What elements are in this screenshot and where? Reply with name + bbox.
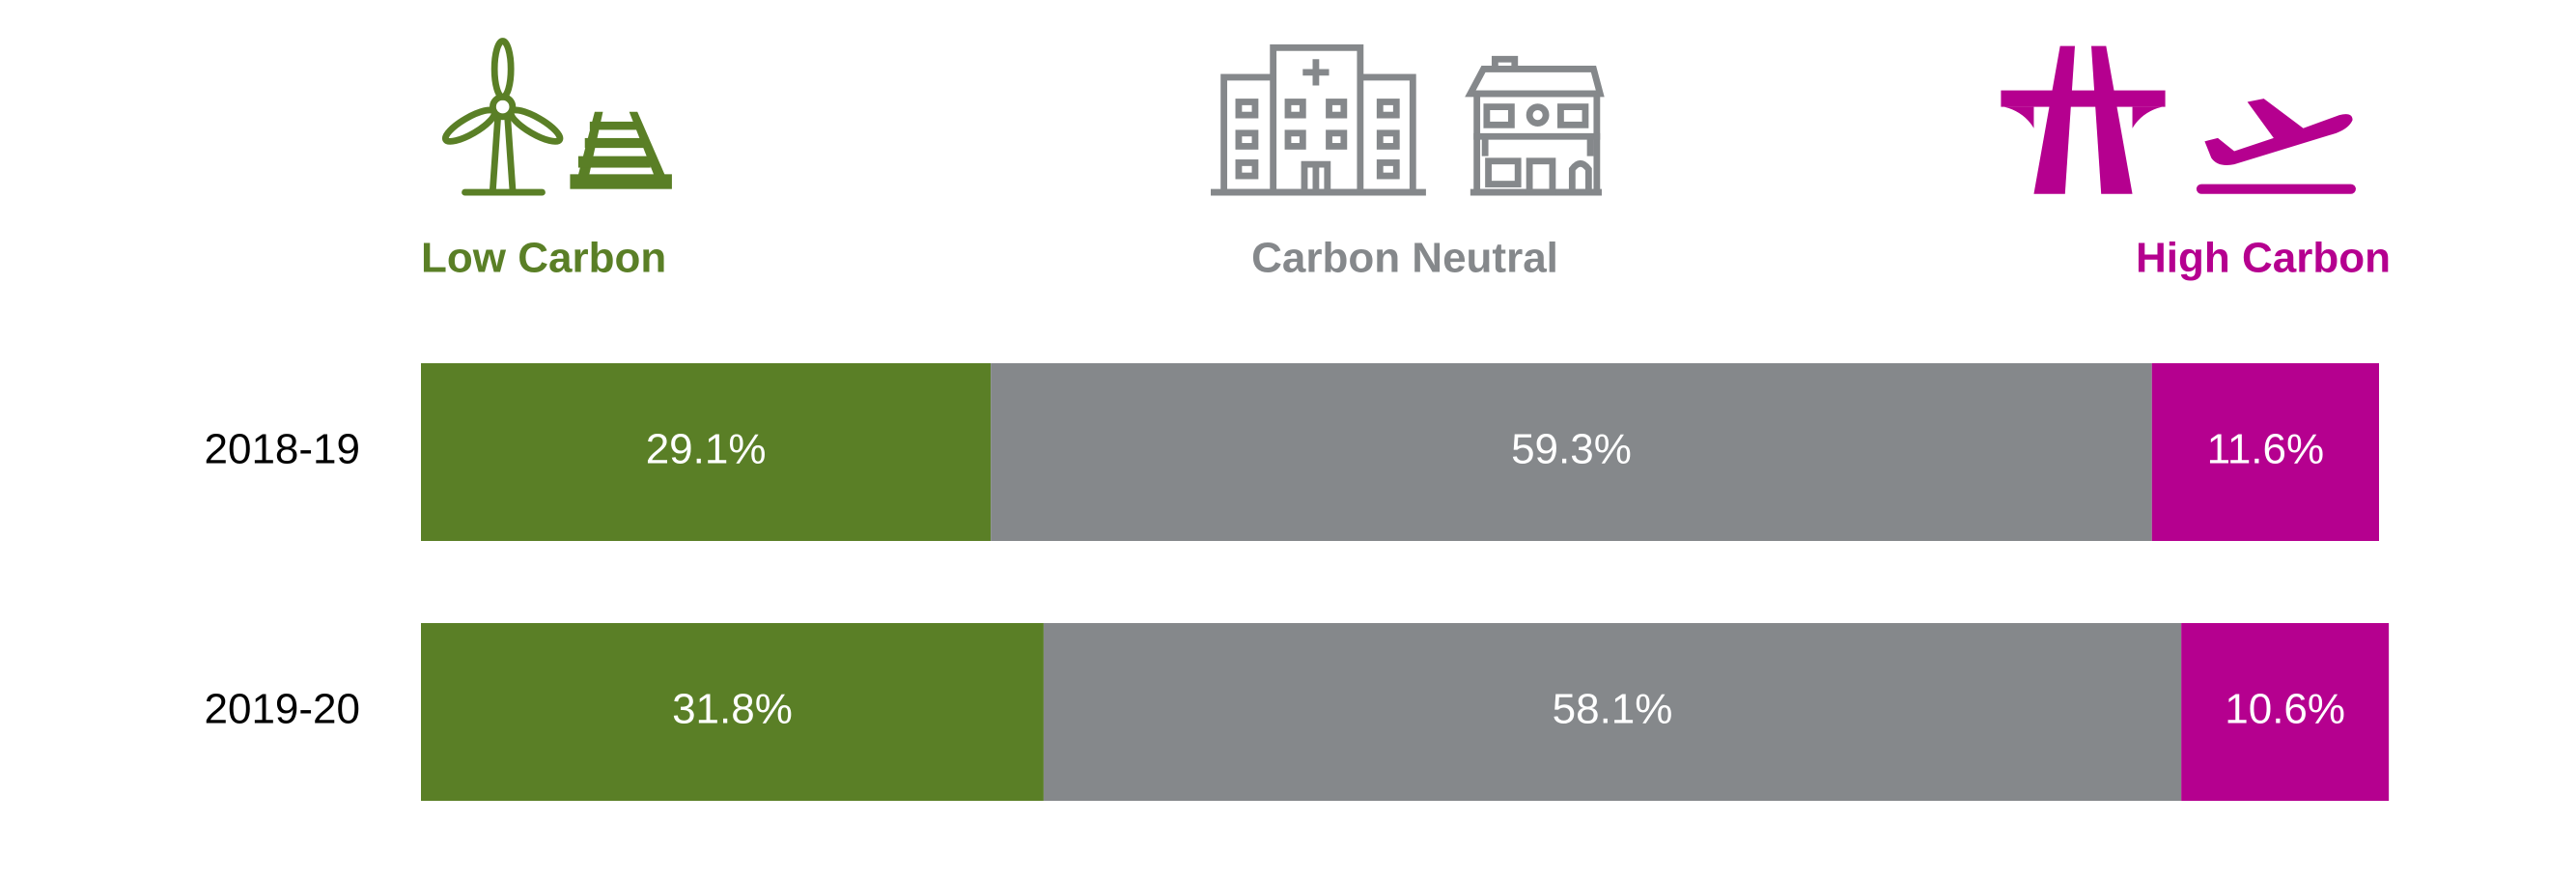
bar-segment <box>991 363 2152 541</box>
legend-label: Carbon Neutral <box>1251 235 1558 282</box>
bar-segment <box>2181 623 2390 801</box>
railway-icon <box>570 111 672 189</box>
bar-segment <box>421 363 992 541</box>
value-label: 59.3% <box>1511 426 1632 473</box>
house-icon <box>1465 55 1605 196</box>
category-label: 2019-20 <box>205 686 360 733</box>
value-label: 31.8% <box>672 686 793 733</box>
bar-segment <box>2151 363 2379 541</box>
bar-segment <box>421 623 1044 801</box>
motorway-icon <box>2001 45 2166 194</box>
plane-icon <box>2196 99 2356 194</box>
hospital-icon <box>1211 43 1426 196</box>
value-label: 10.6% <box>2225 686 2345 733</box>
category-label: 2018-19 <box>205 426 360 473</box>
legend-label: Low Carbon <box>421 235 666 282</box>
value-label: 58.1% <box>1553 686 1673 733</box>
legend-icons <box>441 38 2356 196</box>
value-label: 29.1% <box>646 426 767 473</box>
bar-segment <box>1043 623 2182 801</box>
wind-turbine-icon <box>441 38 564 196</box>
value-label: 11.6% <box>2207 426 2325 473</box>
legend-label: High Carbon <box>2136 235 2391 282</box>
